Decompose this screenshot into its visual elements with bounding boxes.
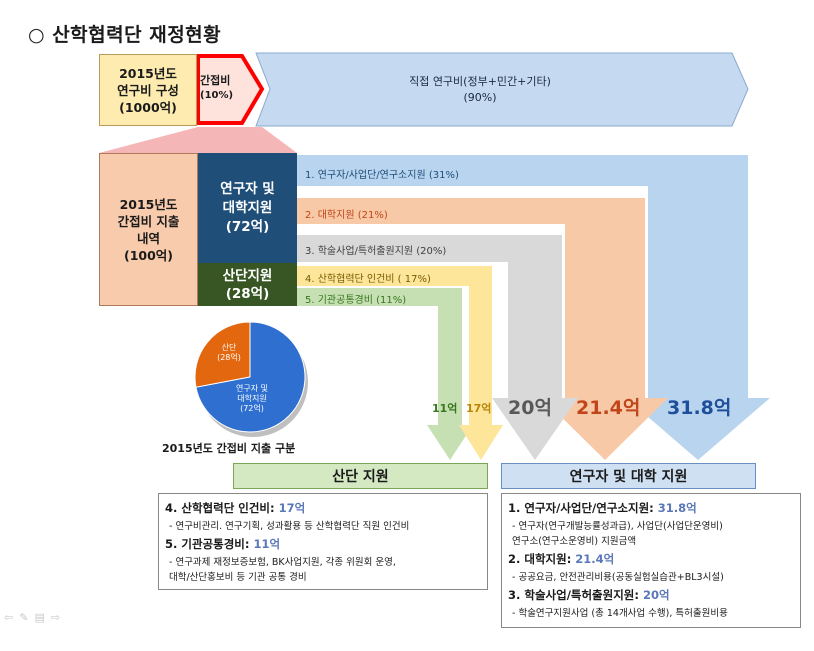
panel-item-label: 1. 연구자/사업단/연구소지원:: [508, 501, 658, 515]
indirect-cost-label: 간접비 (10%): [200, 68, 244, 108]
pen-icon[interactable]: ✎: [19, 611, 29, 624]
indirect-cost-chevron: [196, 54, 265, 125]
spending-label-2: 내역: [136, 230, 160, 246]
direct-research-title: 직접 연구비(정부+민간+기타): [409, 75, 551, 88]
item-label-2: 2. 대학지원 (21%): [305, 210, 388, 221]
researcher-support-list: 1. 연구자/사업단/연구소지원: 31.8억 - 연구자(연구개발능률성과급),…: [508, 500, 794, 621]
flow-arrow-2: [297, 198, 668, 460]
panel-item-detail: - 공공요금, 안전관리비용(공동실험실습관+BL3시설): [512, 572, 724, 583]
flow-arrow-1: [297, 155, 770, 460]
panel-item-value: 20억: [642, 588, 670, 602]
direct-research-arrow: [255, 52, 749, 127]
forward-arrow-icon[interactable]: ⇨: [50, 611, 61, 624]
panel-item-value: 21.4억: [575, 552, 615, 566]
item-label-3: 3. 학술사업/특허출원지원 (20%): [305, 246, 447, 257]
expansion-connector: [99, 127, 297, 153]
indirect-cost-title: 간접비: [200, 74, 231, 87]
pie-chart: [194, 321, 308, 437]
researcher-support-panel: 1. 연구자/사업단/연구소지원: 31.8억 - 연구자(연구개발능률성과급),…: [501, 493, 801, 628]
value-item4: 17억: [466, 402, 492, 415]
flow-arrow-5: [297, 288, 473, 460]
researcher-panel-header: 연구자 및 대학 지원: [501, 463, 756, 489]
value-item2: 21.4억: [576, 397, 641, 419]
pie-label-sandan-title: 산단: [221, 343, 237, 352]
panel-item-detail: 연구소(연구소운영비) 지원금액: [512, 536, 637, 547]
panel-item-value: 31.8억: [657, 501, 697, 515]
panel-item-detail: 대학/산단홍보비 등 기관 공통 경비: [169, 572, 307, 583]
foundation-title: 산단지원: [222, 267, 273, 284]
researcher-title: 연구자 및: [220, 180, 275, 197]
panel-item-detail: - 연구비관리. 연구기획, 성과활용 등 산학협력단 직원 인건비: [169, 521, 410, 532]
spending-total: (100억): [123, 247, 174, 263]
panel-item-label: 3. 학술사업/특허출원지원:: [508, 588, 643, 602]
value-item1: 31.8억: [667, 397, 732, 419]
pie-label-sandan: 산단 (28억): [209, 343, 249, 363]
panel-item-title: 2. 대학지원: 21.4억: [508, 551, 794, 567]
menu-icon[interactable]: ▤: [34, 611, 45, 624]
panel-item-value: 17억: [278, 501, 306, 515]
value-item3: 20억: [508, 397, 552, 419]
item-label-1: 1. 연구자/사업단/연구소지원 (31%): [305, 170, 459, 181]
pie-label-research-amount: (72억): [240, 404, 264, 413]
indirect-cost-percent: (10%): [200, 90, 234, 101]
pie-caption: 2015년도 간접비 지출 구분: [162, 442, 296, 455]
panel-item-label: 5. 기관공통경비:: [165, 537, 254, 551]
pie-label-research: 연구자 및 대학지원 (72억): [224, 384, 280, 414]
panel-item-title: 4. 산학협력단 인건비: 17억: [165, 500, 481, 516]
spending-year: 2015년도: [119, 196, 178, 212]
pie-slice-research: [195, 321, 306, 433]
panel-item-title: 3. 학술사업/특허출원지원: 20억: [508, 587, 794, 603]
item-label-5: 5. 기관공통경비 (11%): [305, 295, 407, 306]
panel-item-label: 4. 산학협력단 인건비:: [165, 501, 279, 515]
direct-research-label: 직접 연구비(정부+민간+기타) (90%): [350, 72, 610, 108]
pie-label-research-title-2: 대학지원: [237, 394, 267, 403]
direct-research-percent: (90%): [463, 91, 497, 104]
budget-year: 2015년도: [119, 65, 177, 81]
indirect-spending-box: 2015년도 간접비 지출 내역 (100억): [99, 153, 198, 306]
foundation-panel-header: 산단 지원: [233, 463, 488, 489]
researcher-support-box: 연구자 및 대학지원 (72억): [198, 153, 297, 263]
pie-label-sandan-amount: (28억): [217, 353, 241, 362]
budget-total: (1000억): [119, 99, 177, 115]
panel-item-detail: - 연구과제 재정보증보험, BK사업지원, 각종 위원회 운영,: [169, 557, 396, 568]
panel-item-label: 2. 대학지원:: [508, 552, 576, 566]
value-item5: 11억: [432, 402, 458, 415]
back-arrow-icon[interactable]: ⇦: [4, 611, 14, 624]
researcher-title-2: 대학지원: [222, 199, 273, 216]
panel-item-value: 11억: [253, 537, 281, 551]
pie-label-research-title: 연구자 및: [236, 384, 268, 393]
page-title: ○ 산학협력단 재정현황: [28, 24, 222, 46]
panel-item-title: 1. 연구자/사업단/연구소지원: 31.8억: [508, 500, 794, 516]
foundation-amount: (28억): [225, 285, 270, 302]
flow-arrow-4: [297, 266, 503, 460]
panel-item-detail: - 연구자(연구개발능률성과급), 사업단(사업단운영비): [512, 521, 723, 532]
budget-label: 연구비 구성: [117, 82, 179, 98]
slide-nav: ⇦ ✎ ▤ ⇨: [4, 611, 60, 624]
panel-item-detail: - 학술연구지원사업 (총 14개사업 수행), 특허출원비용: [512, 608, 728, 619]
spending-label: 간접비 지출: [117, 213, 180, 229]
item-label-4: 4. 산학협력단 인건비 ( 17%): [305, 274, 431, 285]
flow-arrow-3: [297, 235, 578, 460]
panel-item-title: 5. 기관공통경비: 11억: [165, 536, 481, 552]
budget-composition-box: 2015년도 연구비 구성 (1000억): [99, 54, 197, 126]
foundation-support-list: 4. 산학협력단 인건비: 17억 - 연구비관리. 연구기획, 성과활용 등 산…: [165, 500, 481, 585]
foundation-support-panel: 4. 산학협력단 인건비: 17억 - 연구비관리. 연구기획, 성과활용 등 산…: [158, 493, 488, 590]
foundation-support-box: 산단지원 (28억): [198, 263, 297, 306]
pie-slice-sandan: [194, 321, 251, 388]
researcher-amount: (72억): [225, 218, 270, 235]
